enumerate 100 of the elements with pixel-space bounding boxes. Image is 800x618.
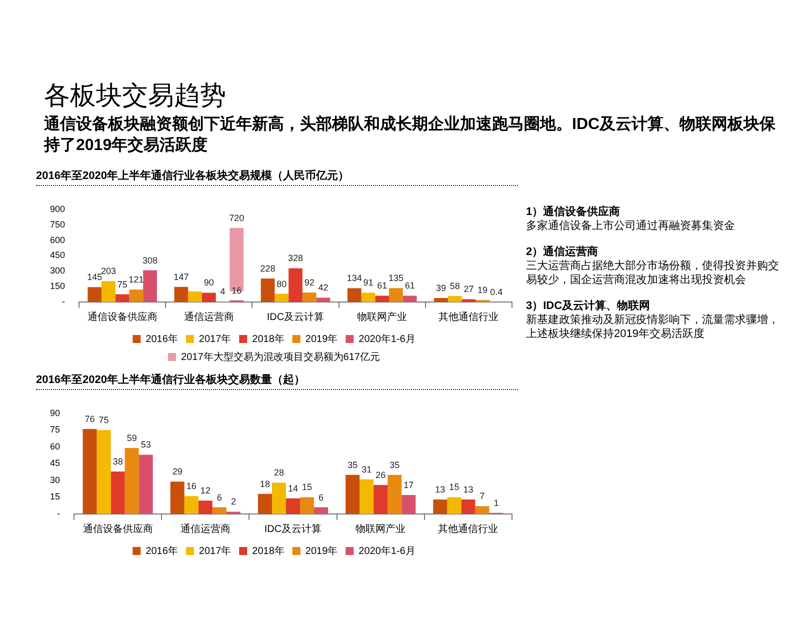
data-label: 26: [376, 470, 386, 480]
x-tick-label: IDC及云计算: [266, 310, 324, 323]
chart-title: 2016年至2020年上半年通信行业各板块交易数量（起）: [36, 372, 518, 390]
x-tick-label: 物联网产业: [356, 522, 406, 535]
legend-label: 2018年: [252, 544, 284, 557]
bar: [170, 482, 184, 514]
bar: [212, 507, 226, 514]
y-tick-label: 900: [50, 204, 66, 214]
data-label: 92: [304, 278, 314, 288]
data-label: 135: [388, 273, 404, 284]
bar: [347, 288, 362, 302]
text: 多家通信设备上市公司通过再融资募集资金: [526, 219, 736, 233]
bar: [96, 430, 111, 514]
legend-label: 2019年: [305, 332, 338, 345]
bar: [448, 296, 462, 302]
bar: [461, 499, 476, 514]
text: 三大运营商占据绝大部分市场份额，使得投资并购交易较少，国企运营商混改加速将出现投资机会: [526, 259, 780, 287]
bar: [360, 479, 374, 514]
data-label: 1: [494, 498, 499, 508]
x-tick-label: 通信设备供应商: [82, 522, 153, 535]
bar: [388, 474, 402, 514]
data-label: 58: [450, 281, 460, 292]
data-label: 19: [478, 285, 488, 296]
data-label: 76: [84, 414, 95, 424]
y-tick-label: 45: [50, 458, 60, 468]
legend-label: 2018年: [252, 332, 284, 345]
legend-label: 2017年: [198, 544, 232, 557]
data-label: 91: [363, 278, 374, 288]
data-label: 203: [100, 266, 116, 276]
legend-label: 2016年: [146, 544, 178, 557]
y-tick-label: 300: [50, 266, 66, 276]
data-label: 15: [449, 482, 460, 492]
x-tick-label: IDC及云计算: [264, 522, 322, 535]
bar: [260, 278, 275, 302]
data-label: 80: [276, 278, 287, 289]
x-tick-label: 物联网产业: [357, 310, 408, 323]
bar: [198, 500, 212, 514]
data-label: 59: [126, 433, 137, 444]
y-tick-label: 150: [50, 281, 66, 292]
data-label: 28: [274, 468, 284, 478]
data-label: 18: [260, 478, 270, 489]
bar: [143, 270, 157, 302]
bar: [447, 497, 462, 514]
data-label: 42: [318, 282, 328, 293]
bar: [82, 429, 97, 514]
bar: [138, 454, 153, 514]
bar: [375, 296, 390, 302]
y-tick-label: -: [57, 508, 60, 518]
y-tick-label: 60: [50, 441, 60, 452]
bar: [115, 294, 130, 302]
bar: [129, 290, 144, 302]
bar: [174, 286, 188, 302]
x-tick-label: 通信运营商: [184, 310, 234, 323]
data-label: 145: [87, 272, 102, 282]
x-tick-label: 通信设备供应商: [87, 310, 158, 323]
bar: [274, 294, 289, 302]
bar: [272, 482, 286, 514]
bar: [361, 292, 376, 302]
data-label: 17: [404, 480, 414, 490]
bar: [402, 495, 416, 514]
data-label: 38: [112, 456, 123, 467]
legend-label: 2020年1-6月: [358, 332, 416, 345]
y-tick-label: 450: [50, 250, 66, 260]
legend-label: 2017年: [198, 332, 232, 345]
chart-title: 2016年至2020年上半年通信行业各板块交易规模（人民币亿元）: [36, 168, 518, 186]
data-label: 75: [98, 415, 109, 426]
data-label: 134: [346, 273, 362, 284]
data-label: 0.4: [490, 286, 503, 297]
bar: [258, 494, 272, 514]
bar: [402, 296, 417, 302]
bar: [389, 288, 403, 302]
text: 各板块交易趋势: [44, 79, 226, 112]
bar: [184, 496, 198, 514]
y-tick-label: 600: [50, 234, 66, 245]
bar: [88, 287, 102, 302]
x-tick-label: 通信运营商: [180, 522, 230, 535]
data-label: 6: [216, 492, 222, 502]
data-label: 27: [464, 284, 474, 294]
data-label: 75: [117, 279, 128, 290]
data-label: 6: [318, 492, 324, 502]
bar: [462, 299, 476, 302]
bar: [316, 298, 330, 302]
bar: [434, 298, 448, 302]
data-label: 328: [288, 253, 304, 264]
y-tick-label: -: [62, 296, 66, 306]
legend-label: 2019年: [305, 544, 338, 557]
bar: [188, 291, 202, 302]
data-label: 7: [480, 491, 485, 502]
data-label: 16: [186, 481, 196, 492]
data-label: 61: [377, 280, 388, 291]
data-label: 39: [436, 282, 446, 293]
bar: [124, 448, 139, 514]
data-label: 2: [230, 496, 236, 507]
y-tick-label: 30: [50, 474, 60, 485]
data-label: 90: [204, 278, 214, 288]
bar: [302, 292, 316, 302]
data-label: 16: [232, 285, 242, 296]
bar: [202, 292, 216, 302]
data-label: 308: [142, 255, 158, 266]
legend-label: 2016年: [146, 332, 178, 345]
